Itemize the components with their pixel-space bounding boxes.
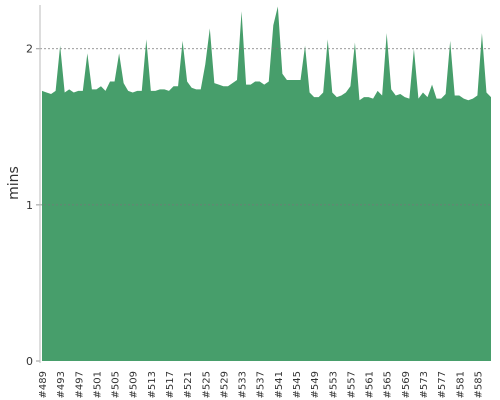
x-tick-label: #565 [383, 371, 394, 398]
x-tick-label: #497 [74, 371, 85, 398]
x-tick-label: #501 [92, 371, 103, 398]
x-tick-label: #569 [401, 371, 412, 398]
x-tick-label: #545 [292, 371, 303, 398]
x-tick-label: #493 [56, 371, 67, 398]
x-tick-label: #517 [165, 371, 176, 398]
x-tick-label: #549 [310, 371, 321, 398]
x-tick-label: #521 [183, 371, 194, 398]
y-tick-label: 0 [26, 355, 33, 368]
x-tick-label: #573 [419, 371, 430, 398]
x-tick-label: #509 [129, 371, 140, 398]
x-tick-label: #557 [346, 371, 357, 398]
x-tick-label: #537 [256, 371, 267, 398]
x-tick-label: #577 [437, 371, 448, 398]
x-tick-label: #561 [365, 371, 376, 398]
y-axis-label: mins [6, 166, 22, 200]
x-tick-label: #585 [473, 371, 484, 398]
x-tick-label: #581 [455, 371, 466, 398]
y-tick-label: 1 [26, 199, 33, 212]
y-tick-label: 2 [26, 43, 33, 56]
area [42, 6, 491, 362]
x-tick-label: #525 [201, 371, 212, 398]
x-tick-label: #529 [219, 371, 230, 398]
x-tick-label: #489 [38, 371, 49, 398]
x-tick-label: #513 [147, 371, 158, 398]
x-tick-label: #553 [328, 371, 339, 398]
x-tick-label: #533 [238, 371, 249, 398]
x-tick-label: #505 [111, 371, 122, 398]
x-tick-label: #541 [274, 371, 285, 398]
